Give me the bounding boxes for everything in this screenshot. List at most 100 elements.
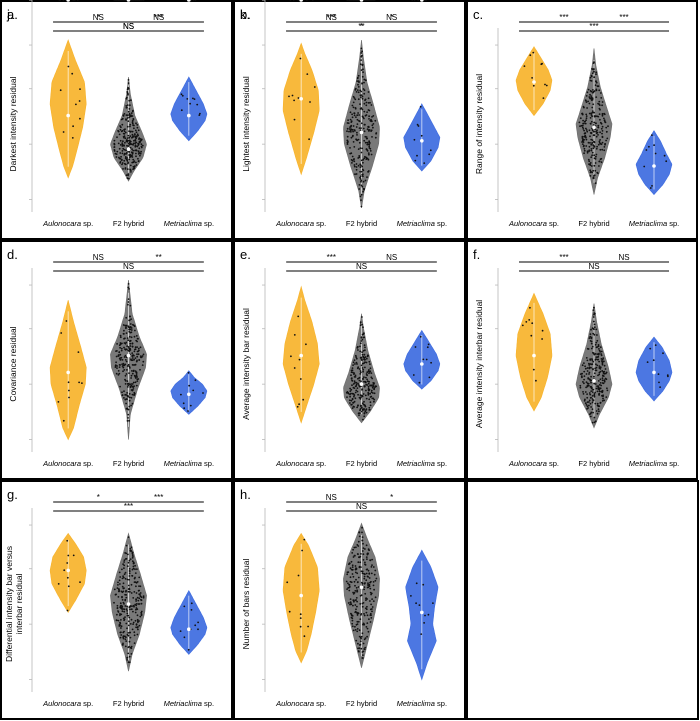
point <box>361 408 364 411</box>
point <box>602 374 604 377</box>
point <box>590 143 593 146</box>
point <box>125 332 128 334</box>
point <box>591 139 594 142</box>
significance-label: * <box>360 22 363 31</box>
point <box>354 130 356 132</box>
point <box>366 627 369 630</box>
point <box>593 375 595 378</box>
point <box>595 73 597 76</box>
point <box>126 605 128 608</box>
point <box>652 359 655 362</box>
point <box>372 600 375 602</box>
point <box>193 98 196 100</box>
point <box>352 591 354 594</box>
point <box>132 381 135 384</box>
point <box>352 599 355 602</box>
point <box>351 162 353 164</box>
point <box>593 111 595 114</box>
significance-label: NS <box>93 253 104 262</box>
point <box>367 158 370 161</box>
point <box>591 359 594 361</box>
point <box>187 648 190 651</box>
point <box>590 347 593 350</box>
point <box>120 627 122 629</box>
point <box>357 0 360 1</box>
point <box>126 117 129 119</box>
point <box>365 114 368 116</box>
point <box>418 381 421 384</box>
point <box>589 93 591 96</box>
point <box>599 148 602 151</box>
point <box>125 341 128 344</box>
point <box>123 152 126 155</box>
point <box>299 613 302 616</box>
point <box>119 614 121 617</box>
point <box>297 97 300 99</box>
point <box>113 588 116 591</box>
panel-letter: h. <box>240 487 251 502</box>
median-marker <box>126 0 131 2</box>
point <box>361 82 363 85</box>
point <box>592 147 595 150</box>
point <box>360 553 362 555</box>
point <box>357 393 359 396</box>
point <box>187 371 190 374</box>
point <box>589 142 591 144</box>
point <box>346 135 349 138</box>
point <box>121 610 124 613</box>
point <box>117 590 120 593</box>
point <box>122 140 124 143</box>
point <box>116 367 118 369</box>
point <box>589 135 591 138</box>
significance-label: *** <box>589 22 598 31</box>
point <box>138 624 141 627</box>
point <box>188 384 191 387</box>
point <box>129 349 132 351</box>
point <box>293 334 296 336</box>
point <box>126 104 129 106</box>
point <box>347 392 350 395</box>
point <box>132 597 135 599</box>
point <box>415 602 417 605</box>
point <box>353 546 356 549</box>
point <box>359 404 362 407</box>
point <box>590 96 593 99</box>
point <box>127 632 130 634</box>
point <box>356 620 359 623</box>
point <box>369 363 371 365</box>
significance-label: NS <box>356 502 367 511</box>
point <box>529 54 532 57</box>
point <box>180 109 183 112</box>
point <box>592 103 595 106</box>
point <box>133 358 136 361</box>
point <box>78 381 80 384</box>
point <box>594 383 597 385</box>
point <box>600 97 603 99</box>
point <box>354 397 357 400</box>
point <box>528 319 531 321</box>
point <box>586 396 589 399</box>
point <box>357 112 359 114</box>
point <box>118 344 121 347</box>
point <box>356 614 359 616</box>
point <box>654 344 657 346</box>
point <box>121 145 124 147</box>
point <box>649 347 652 350</box>
point <box>121 394 124 397</box>
point <box>131 359 134 362</box>
point <box>582 141 585 144</box>
point <box>352 141 355 143</box>
point <box>598 388 601 391</box>
point <box>135 585 137 588</box>
point <box>136 614 139 617</box>
significance-label: * <box>97 493 100 502</box>
point <box>374 596 377 599</box>
point <box>412 374 415 376</box>
point <box>352 125 355 127</box>
point <box>113 149 116 151</box>
point <box>594 353 597 355</box>
point <box>132 623 135 625</box>
point <box>356 118 359 121</box>
point <box>130 99 132 102</box>
x-tick-label: Metriaclima sp. <box>164 459 214 468</box>
